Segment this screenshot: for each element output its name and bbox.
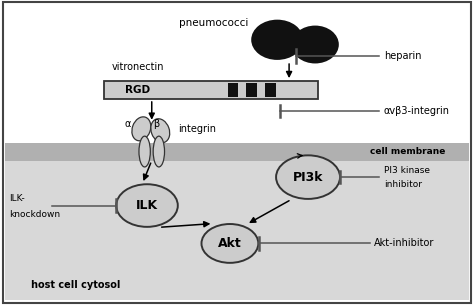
Text: α: α xyxy=(125,119,131,129)
Ellipse shape xyxy=(201,224,258,263)
Ellipse shape xyxy=(276,155,340,199)
Text: PI3 kinase: PI3 kinase xyxy=(384,167,430,175)
Ellipse shape xyxy=(151,119,170,143)
Bar xyxy=(5,158,469,300)
Ellipse shape xyxy=(116,184,178,227)
Bar xyxy=(5,142,469,160)
Text: vitronectin: vitronectin xyxy=(111,62,164,71)
Bar xyxy=(246,83,257,97)
Text: RGD: RGD xyxy=(125,85,150,95)
Bar xyxy=(265,83,276,97)
Text: αvβ3-integrin: αvβ3-integrin xyxy=(384,106,450,116)
Bar xyxy=(228,83,238,97)
Ellipse shape xyxy=(153,136,164,167)
Ellipse shape xyxy=(292,26,339,63)
Text: Akt-inhibitor: Akt-inhibitor xyxy=(374,239,435,249)
Text: ILK: ILK xyxy=(136,199,158,212)
Text: PI3k: PI3k xyxy=(293,170,323,184)
Text: knockdown: knockdown xyxy=(9,210,60,219)
Ellipse shape xyxy=(139,136,150,167)
Ellipse shape xyxy=(132,117,151,141)
Bar xyxy=(104,81,318,99)
Text: pneumococci: pneumococci xyxy=(179,18,248,28)
Text: host cell cytosol: host cell cytosol xyxy=(31,280,121,290)
Ellipse shape xyxy=(251,20,303,60)
Text: Akt: Akt xyxy=(218,237,242,250)
Text: ILK-: ILK- xyxy=(9,194,25,203)
Text: inhibitor: inhibitor xyxy=(384,180,422,189)
Text: heparin: heparin xyxy=(384,51,421,61)
Text: cell membrane: cell membrane xyxy=(370,147,445,156)
Text: β: β xyxy=(154,119,160,129)
Text: integrin: integrin xyxy=(178,124,216,134)
